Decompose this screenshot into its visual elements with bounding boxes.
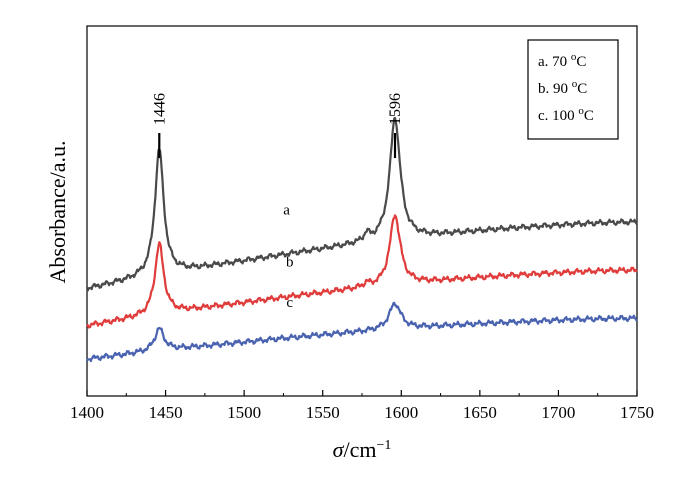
series-layer (86, 116, 638, 363)
series-label-b: b (286, 255, 294, 271)
series-label-a: a (283, 203, 290, 219)
series-line-a (86, 116, 638, 292)
x-axis-exponent: −1 (376, 438, 391, 453)
peak-markers: 1446 1596 (151, 93, 404, 158)
x-tick-label: 1550 (306, 403, 340, 422)
x-axis-symbol: σ (333, 437, 345, 462)
legend: a. 70 oC b. 90 oC c. 100 oC (527, 39, 619, 140)
x-tick-label: 1400 (70, 403, 104, 422)
peak-label-1596: 1596 (387, 93, 404, 125)
series-line-b (86, 214, 638, 329)
legend-item-a: a. 70 oC (538, 51, 586, 70)
series-labels: a b c (283, 203, 293, 312)
x-tick-label: 1650 (463, 403, 497, 422)
x-axis-title: σ/cm−1 (333, 437, 392, 462)
peak-label-1446: 1446 (151, 93, 168, 125)
x-axis-unit: /cm (343, 437, 376, 462)
x-tick-label: 1750 (620, 403, 654, 422)
x-axis-ticks: 1400 1450 1500 1550 1600 1650 1700 1750 (70, 390, 654, 422)
x-tick-label: 1500 (227, 403, 261, 422)
legend-box (527, 39, 619, 140)
series-label-c: c (286, 295, 293, 311)
y-axis-title: Absorbance/a.u. (45, 141, 70, 284)
x-tick-label: 1600 (384, 403, 418, 422)
legend-item-b: b. 90 oC (538, 78, 587, 97)
series-line-c (86, 301, 638, 363)
x-tick-label: 1700 (541, 403, 575, 422)
x-tick-label: 1450 (149, 403, 183, 422)
legend-item-c: c. 100 oC (538, 105, 594, 124)
